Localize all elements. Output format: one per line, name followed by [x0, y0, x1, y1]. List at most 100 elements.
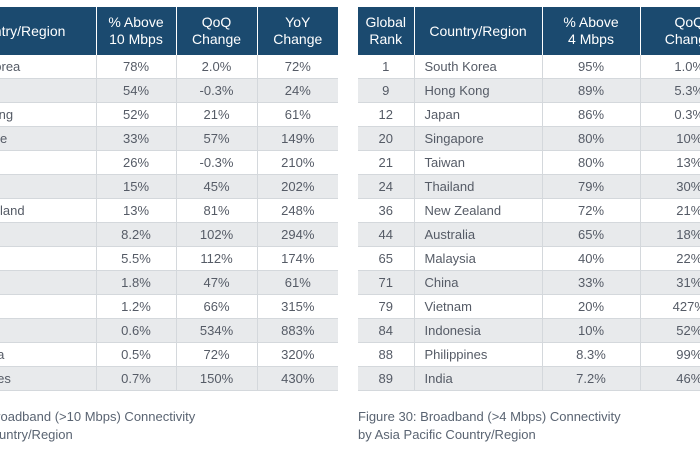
table-cell: Philippines	[0, 366, 97, 391]
header-above-10mbps: % Above 10 Mbps	[96, 7, 177, 55]
table-cell: China	[414, 270, 543, 295]
table-cell: 72%	[257, 55, 338, 79]
table-cell: Vietnam	[414, 294, 543, 319]
high-broadband-table: Country/Region % Above 10 Mbps QoQ Chang…	[0, 7, 338, 391]
table-cell: Singapore	[0, 126, 97, 151]
header-global-rank: Global Rank	[358, 7, 415, 55]
table-cell: 9	[358, 78, 415, 103]
table-cell: 44	[358, 222, 415, 247]
table-cell: 86%	[542, 102, 641, 127]
header-above-4mbps-label: % Above 4 Mbps	[563, 14, 619, 47]
table-cell: 248%	[257, 198, 338, 223]
high-broadband-table-body: South Korea78%2.0%72%Japan54%-0.3%24%Hon…	[0, 55, 338, 391]
table-cell: Indonesia	[0, 342, 97, 367]
table-cell: 149%	[257, 126, 338, 151]
header-row: Country/Region % Above 10 Mbps QoQ Chang…	[0, 7, 338, 55]
table-cell: Thailand	[414, 174, 543, 199]
table-cell: 202%	[257, 174, 338, 199]
table-cell: 88	[358, 342, 415, 367]
table-cell: 79	[358, 294, 415, 319]
table-cell: 15%	[96, 174, 177, 199]
table-cell: 21%	[176, 102, 258, 127]
table-cell: 8.3%	[542, 342, 641, 367]
table-cell: 20	[358, 126, 415, 151]
table-cell: 430%	[257, 366, 338, 391]
table-cell: South Korea	[0, 55, 97, 79]
table-row: Hong Kong52%21%61%	[0, 102, 338, 127]
table-cell: 99%	[640, 342, 700, 367]
table-row: 88 Philippines 8.3% 99%	[358, 342, 700, 367]
table-cell: Indonesia	[414, 318, 543, 343]
table-cell: Malaysia	[414, 246, 543, 271]
table-cell: India	[414, 366, 543, 391]
figure-29-caption-line2: by Asia Pacific Country/Region	[0, 427, 73, 442]
table-cell: New Zealand	[414, 198, 543, 223]
table-cell: 61%	[257, 270, 338, 295]
table-row: 44 Australia 65% 18%	[358, 222, 700, 247]
table-cell: -0.3%	[176, 78, 258, 103]
table-cell: 47%	[176, 270, 258, 295]
header-global-rank-label: Global Rank	[365, 14, 406, 47]
table-cell: Taiwan	[0, 150, 97, 175]
table-cell: 315%	[257, 294, 338, 319]
table-cell: 150%	[176, 366, 258, 391]
table-row: 84 Indonesia 10% 52%	[358, 318, 700, 343]
broadband-table: Global Rank Country/Region % Above 4 Mbp…	[358, 7, 700, 391]
table-cell: 534%	[176, 318, 258, 343]
figure-30-caption-line2: by Asia Pacific Country/Region	[358, 427, 536, 442]
table-cell: 26%	[96, 150, 177, 175]
table-cell: 210%	[257, 150, 338, 175]
table-cell: South Korea	[414, 55, 543, 79]
header-yoy-change-label: YoY Change	[273, 14, 323, 47]
table-cell: 36	[358, 198, 415, 223]
table-row: 24 Thailand 79% 30%	[358, 174, 700, 199]
table-cell: 54%	[96, 78, 177, 103]
table-cell: Japan	[414, 102, 543, 127]
table-cell: 24	[358, 174, 415, 199]
table-cell: 10%	[542, 318, 641, 343]
header-qoq-change: QoQ Change	[176, 7, 258, 55]
table-cell: Australia	[414, 222, 543, 247]
table-row: Japan54%-0.3%24%	[0, 78, 338, 103]
table-cell: Taiwan	[414, 150, 543, 175]
table-cell: Philippines	[414, 342, 543, 367]
table-cell: 427%	[640, 294, 700, 319]
table-cell: 65	[358, 246, 415, 271]
table-cell: 0.7%	[96, 366, 177, 391]
table-cell: 81%	[176, 198, 258, 223]
figure-30-caption-line1: Figure 30: Broadband (>4 Mbps) Connectiv…	[358, 409, 621, 424]
table-cell: 22%	[640, 246, 700, 271]
table-cell: 80%	[542, 150, 641, 175]
table-row: 20 Singapore 80% 10%	[358, 126, 700, 151]
table-cell: 95%	[542, 55, 641, 79]
header-qoq-change-label: QoQ Change	[664, 14, 700, 47]
table-cell: 20%	[542, 294, 641, 319]
figure-29-caption: Figure 29: High Broadband (>10 Mbps) Con…	[0, 408, 195, 444]
table-cell: Singapore	[414, 126, 543, 151]
table-cell: Malaysia	[0, 246, 97, 271]
table-cell: 80%	[542, 126, 641, 151]
table-row: Malaysia5.5%112%174%	[0, 246, 338, 271]
table-cell: -0.3%	[176, 150, 258, 175]
table-cell: 79%	[542, 174, 641, 199]
figure-29-caption-line1: Figure 29: High Broadband (>10 Mbps) Con…	[0, 409, 196, 424]
table-cell: 1.2%	[96, 294, 177, 319]
table-cell: 45%	[176, 174, 258, 199]
broadband-table-panel: Global Rank Country/Region % Above 4 Mbp…	[358, 7, 700, 403]
table-row: Singapore33%57%149%	[0, 126, 338, 151]
table-cell: 40%	[542, 246, 641, 271]
table-cell: 66%	[176, 294, 258, 319]
header-yoy-change: YoY Change	[257, 7, 338, 55]
table-cell: 1.8%	[96, 270, 177, 295]
table-cell: Japan	[0, 78, 97, 103]
table-cell: 174%	[257, 246, 338, 271]
table-cell: 0.6%	[96, 318, 177, 343]
table-cell: 5.3%	[640, 78, 700, 103]
table-cell: 52%	[96, 102, 177, 127]
table-cell: 33%	[96, 126, 177, 151]
table-cell: 13%	[640, 150, 700, 175]
table-cell: Thailand	[0, 222, 97, 247]
